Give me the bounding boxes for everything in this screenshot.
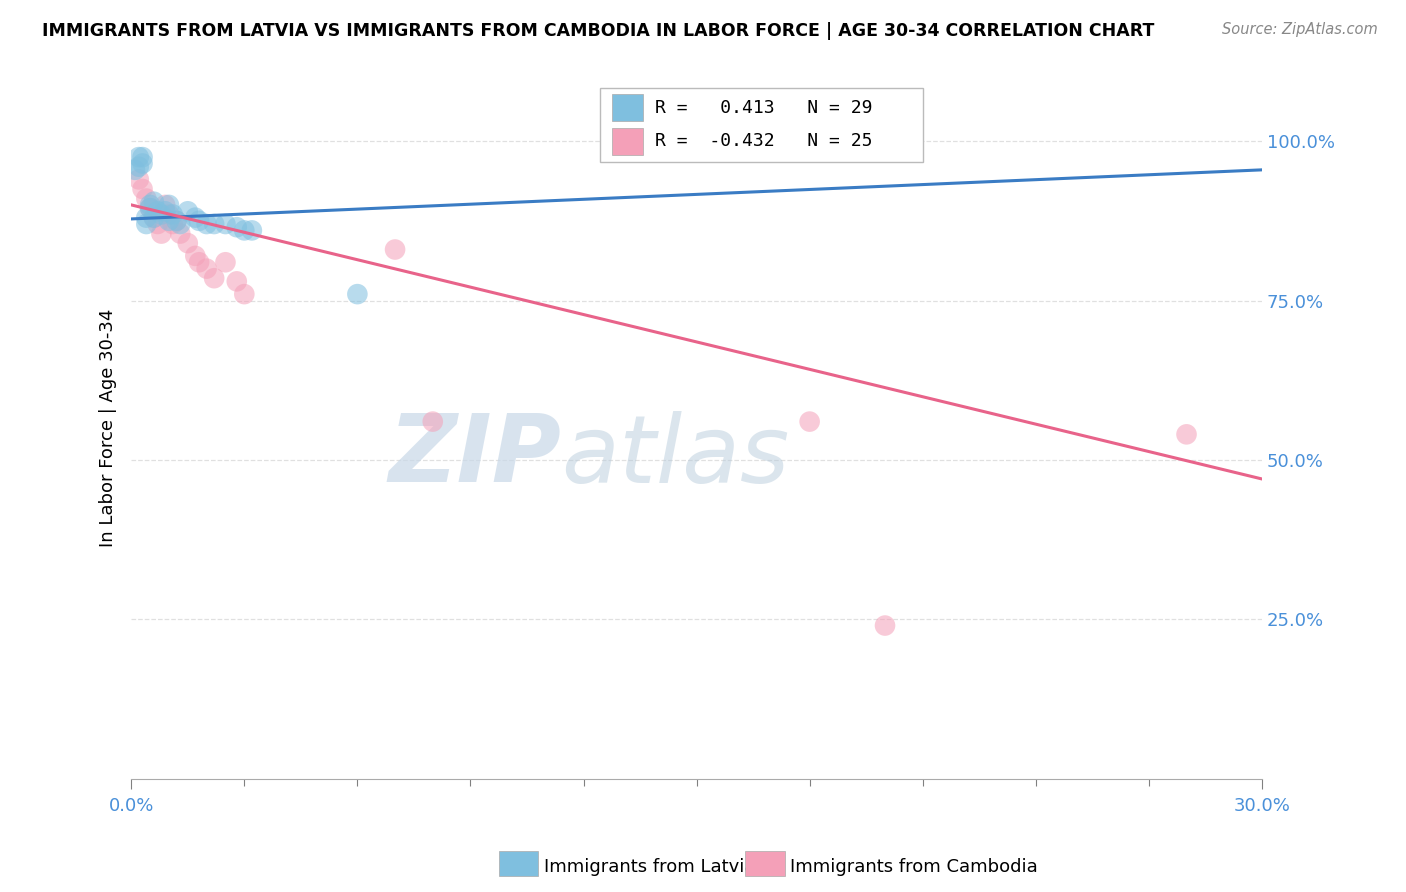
Point [142, 211, 165, 225]
Point [135, 211, 157, 225]
Point [799, 415, 821, 429]
Point [146, 204, 169, 219]
Y-axis label: In Labor Force | Age 30-34: In Labor Force | Age 30-34 [100, 309, 117, 547]
Point [188, 214, 211, 228]
Point [131, 150, 153, 164]
Point [225, 274, 247, 288]
Point [131, 182, 153, 196]
Point [157, 198, 180, 212]
Point [153, 204, 176, 219]
Point [384, 243, 406, 257]
Point [195, 217, 218, 231]
Text: ZIP: ZIP [388, 410, 561, 502]
Point [202, 217, 225, 231]
Point [202, 271, 225, 285]
Point [184, 211, 207, 225]
Point [214, 217, 236, 231]
Point [1175, 427, 1198, 442]
Point [157, 214, 180, 228]
Point [150, 207, 173, 221]
Point [128, 172, 150, 186]
Point [177, 236, 200, 251]
Point [422, 415, 444, 429]
Text: atlas: atlas [561, 410, 789, 501]
Point [124, 162, 146, 177]
Bar [612, 128, 644, 154]
Point [225, 220, 247, 235]
Text: Source: ZipAtlas.com: Source: ZipAtlas.com [1222, 22, 1378, 37]
Point [142, 211, 165, 225]
Point [153, 198, 176, 212]
Point [240, 223, 263, 237]
Point [139, 201, 162, 215]
Point [135, 217, 157, 231]
Point [195, 261, 218, 276]
Point [139, 198, 162, 212]
Point [150, 227, 173, 241]
Point [169, 217, 191, 231]
Point [346, 287, 368, 301]
Point [146, 217, 169, 231]
Point [162, 217, 184, 231]
Point [873, 618, 896, 632]
Point [157, 207, 180, 221]
Point [233, 223, 256, 237]
Point [166, 214, 188, 228]
Point [128, 150, 150, 164]
Point [162, 207, 184, 221]
Bar [612, 95, 644, 121]
Point [169, 227, 191, 241]
Point [184, 249, 207, 263]
Point [166, 214, 188, 228]
Text: Immigrants from Latvia: Immigrants from Latvia [544, 858, 755, 876]
FancyBboxPatch shape [600, 88, 922, 161]
Point [131, 156, 153, 170]
Text: R =   0.413   N = 29: R = 0.413 N = 29 [655, 99, 872, 117]
Point [233, 287, 256, 301]
Point [128, 160, 150, 174]
Text: IMMIGRANTS FROM LATVIA VS IMMIGRANTS FROM CAMBODIA IN LABOR FORCE | AGE 30-34 CO: IMMIGRANTS FROM LATVIA VS IMMIGRANTS FRO… [42, 22, 1154, 40]
Point [188, 255, 211, 269]
Point [177, 204, 200, 219]
Point [142, 194, 165, 209]
Point [135, 192, 157, 206]
Point [214, 255, 236, 269]
Point [139, 201, 162, 215]
Text: Immigrants from Cambodia: Immigrants from Cambodia [790, 858, 1038, 876]
Text: R =  -0.432   N = 25: R = -0.432 N = 25 [655, 132, 872, 150]
